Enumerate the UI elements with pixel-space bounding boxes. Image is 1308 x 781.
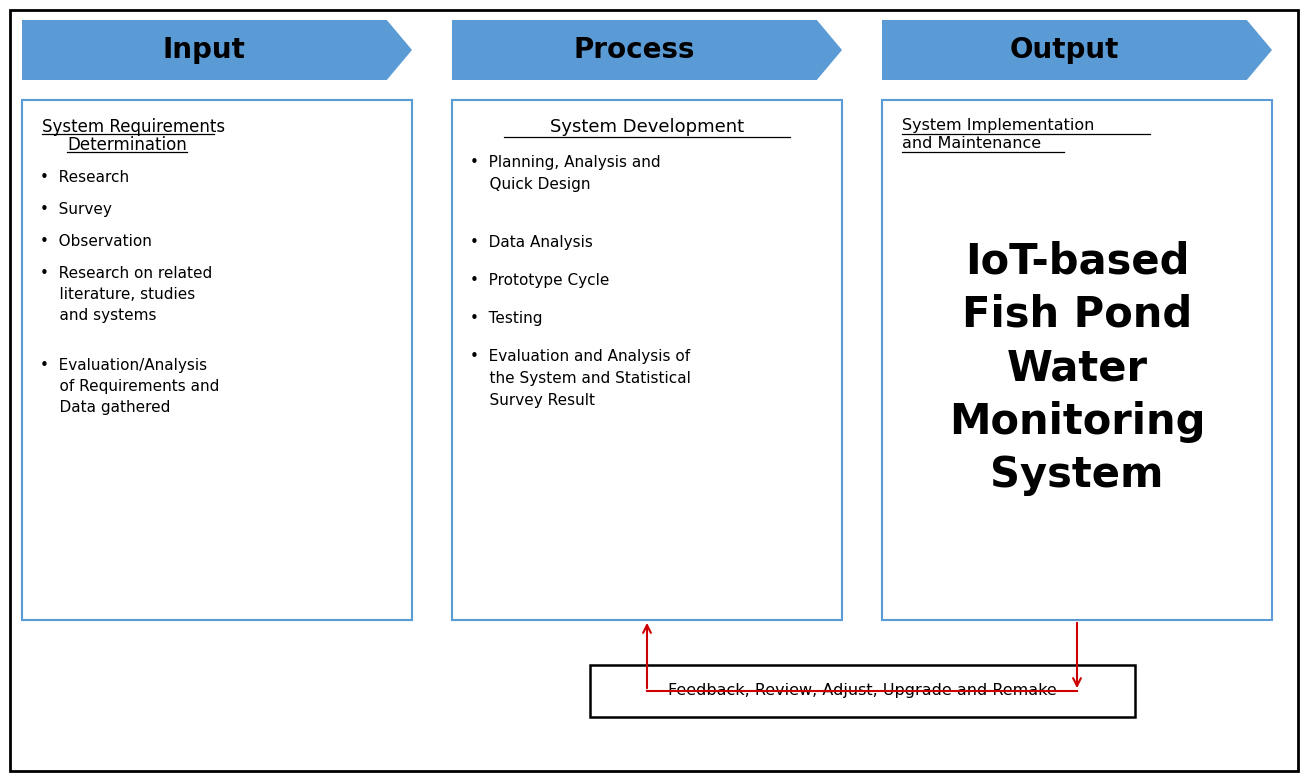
Text: •  Research on related
    literature, studies
    and systems: • Research on related literature, studie… bbox=[41, 266, 212, 323]
Text: •  Observation: • Observation bbox=[41, 234, 152, 249]
Text: System Development: System Development bbox=[549, 118, 744, 136]
Text: Feedback, Review, Adjust, Upgrade and Remake: Feedback, Review, Adjust, Upgrade and Re… bbox=[668, 683, 1057, 698]
Polygon shape bbox=[453, 20, 842, 80]
Text: •  Prototype Cycle: • Prototype Cycle bbox=[470, 273, 610, 288]
Polygon shape bbox=[22, 20, 412, 80]
FancyBboxPatch shape bbox=[590, 665, 1135, 717]
Text: IoT-based
Fish Pond
Water
Monitoring
System: IoT-based Fish Pond Water Monitoring Sys… bbox=[948, 240, 1205, 496]
Text: System Implementation: System Implementation bbox=[903, 118, 1095, 133]
Text: •  Survey: • Survey bbox=[41, 202, 112, 217]
Polygon shape bbox=[882, 20, 1271, 80]
Text: Output: Output bbox=[1010, 36, 1120, 64]
Text: •  Planning, Analysis and
    Quick Design: • Planning, Analysis and Quick Design bbox=[470, 155, 661, 192]
Text: Process: Process bbox=[574, 36, 695, 64]
Text: System Requirements: System Requirements bbox=[42, 118, 225, 136]
Text: •  Research: • Research bbox=[41, 170, 129, 185]
Text: •  Testing: • Testing bbox=[470, 311, 543, 326]
Text: •  Data Analysis: • Data Analysis bbox=[470, 235, 593, 250]
Text: •  Evaluation/Analysis
    of Requirements and
    Data gathered: • Evaluation/Analysis of Requirements an… bbox=[41, 358, 220, 415]
Text: Determination: Determination bbox=[67, 136, 187, 154]
Text: •  Evaluation and Analysis of
    the System and Statistical
    Survey Result: • Evaluation and Analysis of the System … bbox=[470, 349, 691, 408]
Text: and Maintenance: and Maintenance bbox=[903, 136, 1041, 151]
Text: Input: Input bbox=[164, 36, 246, 64]
